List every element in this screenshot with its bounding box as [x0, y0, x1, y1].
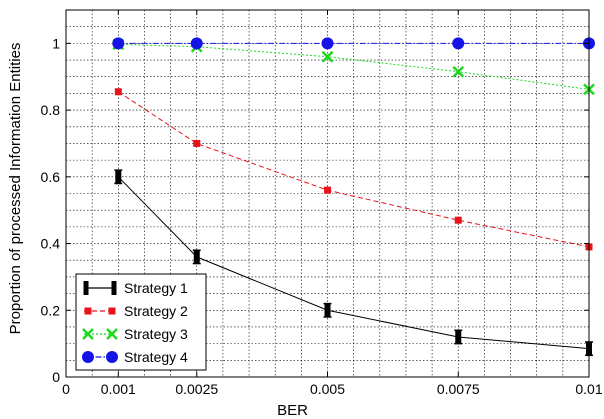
x-tick-label: 0.005 — [310, 381, 345, 397]
data-point — [323, 302, 332, 318]
data-point — [452, 37, 465, 50]
data-point — [108, 307, 116, 315]
x-axis-label: BER — [277, 402, 308, 419]
data-point — [114, 169, 123, 185]
legend: Strategy 1 Strategy 2 Strategy 3 Strategy 4 — [75, 273, 207, 371]
legend-label: Strategy 3 — [124, 326, 188, 342]
x-tick-label: 0.0025 — [175, 381, 218, 397]
data-point — [106, 328, 118, 340]
data-point — [193, 139, 201, 147]
data-point — [82, 328, 94, 340]
data-point — [84, 307, 92, 315]
legend-marker — [111, 281, 117, 295]
data-point — [114, 88, 122, 96]
data-point — [321, 37, 334, 50]
data-point — [190, 37, 203, 50]
legend-label: Strategy 2 — [124, 303, 188, 319]
legend-item-3: Strategy 3 — [82, 326, 188, 342]
legend-box — [75, 273, 207, 371]
x-tick-label: 0.01 — [575, 381, 602, 397]
data-point — [106, 351, 118, 363]
tick-marks — [65, 10, 590, 378]
y-tick-label: 0.6 — [41, 169, 61, 185]
data-point — [324, 186, 331, 194]
x-tick-label: 0 — [62, 381, 70, 397]
series-4 — [112, 37, 595, 50]
data-point — [192, 249, 201, 265]
series-layer — [112, 37, 595, 357]
data-point — [112, 37, 125, 50]
legend-item-2: Strategy 2 — [84, 303, 188, 319]
y-tick-label: 0.2 — [41, 302, 61, 318]
y-tick-label: 0 — [52, 369, 60, 385]
data-point — [454, 216, 462, 224]
y-tick-label: 0.4 — [41, 236, 61, 252]
legend-label: Strategy 4 — [124, 349, 188, 365]
y-tick-label: 0.8 — [41, 102, 61, 118]
legend-item-4: Strategy 4 — [82, 349, 188, 365]
x-tick-label: 0.0075 — [437, 381, 480, 397]
data-point — [321, 50, 334, 63]
grid-lines — [66, 10, 589, 377]
tick-labels: 0 0.001 0.0025 0.005 0.0075 0.01 0 0.2 0.4 0.6 0.8… — [41, 35, 603, 397]
legend-item-1: Strategy 1 — [83, 280, 188, 296]
legend-marker — [83, 281, 89, 295]
data-point — [454, 329, 463, 345]
y-axis-label: Proportion of processed Information Enti… — [7, 43, 24, 335]
data-point — [452, 65, 465, 78]
legend-label: Strategy 1 — [124, 280, 188, 296]
data-point — [82, 351, 94, 363]
y-tick-label: 1 — [52, 35, 60, 51]
x-tick-label: 0.001 — [101, 381, 136, 397]
